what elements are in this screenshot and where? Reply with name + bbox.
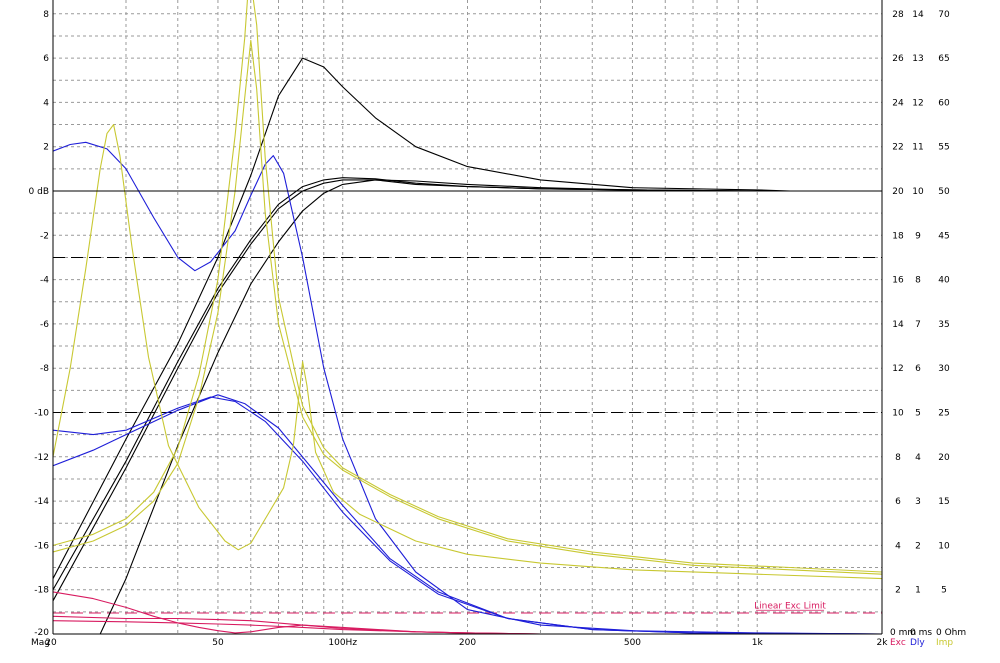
right-tick-label: 6 xyxy=(915,364,921,374)
x-tick-label: 1k xyxy=(752,638,764,648)
x-tick-label: 20 xyxy=(45,638,57,648)
series-line-1 xyxy=(53,57,791,579)
right-tick-label: 4 xyxy=(895,541,901,551)
right-tick-label: 5 xyxy=(915,409,921,419)
right-tick-label: 9 xyxy=(915,231,921,241)
series-line-9 xyxy=(53,39,882,575)
right-tick-label: 18 xyxy=(892,231,904,241)
series-line-7 xyxy=(53,394,882,634)
axes xyxy=(52,0,883,635)
y-tick-label: -10 xyxy=(34,409,49,419)
right-tick-label: 70 xyxy=(938,10,950,20)
right-tick-label: 22 xyxy=(892,143,903,153)
right-tick-label: 3 xyxy=(915,497,921,507)
series-line-4 xyxy=(99,179,790,634)
x-tick-label: 100Hz xyxy=(328,638,357,648)
right-tick-label: 4 xyxy=(915,453,921,463)
right-tick-label: 8 xyxy=(915,276,921,286)
grid xyxy=(53,0,882,634)
right-tick-label: 40 xyxy=(938,276,950,286)
x-tick-label: 200 xyxy=(459,638,476,648)
right-tick-label: 60 xyxy=(938,98,950,108)
right-tick-label: 11 xyxy=(912,143,923,153)
x-tick-label: 2k xyxy=(877,638,889,648)
right-tick-label: 50 xyxy=(938,187,950,197)
right-axis-name: Dly xyxy=(910,638,925,648)
right-tick-label: 12 xyxy=(912,98,923,108)
right-tick-label: 8 xyxy=(895,453,901,463)
right-tick-label: 30 xyxy=(938,364,950,374)
right-tick-label: 0 Ohm xyxy=(936,628,966,638)
right-axis-name: Imp xyxy=(936,638,953,648)
annotations: Linear Exc Limit xyxy=(754,602,826,612)
right-tick-label: 13 xyxy=(912,54,923,64)
right-tick-label: 12 xyxy=(892,364,903,374)
reference-lines xyxy=(53,256,882,614)
right-tick-label: 26 xyxy=(892,54,904,64)
right-tick-label: 10 xyxy=(912,187,924,197)
y-tick-label: 2 xyxy=(43,143,49,153)
right-tick-label: 15 xyxy=(938,497,949,507)
y-tick-label: -20 xyxy=(34,628,49,638)
right-axis-name: Exc xyxy=(890,638,906,648)
y-tick-label: 0 dB xyxy=(29,187,49,197)
y-tick-label: -4 xyxy=(40,276,49,286)
right-tick-label: 0 ms xyxy=(910,628,932,638)
x-axis-label: Mag xyxy=(31,638,50,648)
right-tick-label: 10 xyxy=(892,409,904,419)
series-line-8 xyxy=(53,124,882,580)
right-tick-label: 35 xyxy=(938,320,949,330)
right-tick-label: 14 xyxy=(892,320,904,330)
right-tick-label: 45 xyxy=(938,231,949,241)
series-line-13 xyxy=(53,620,541,634)
y-tick-label: -8 xyxy=(40,364,49,374)
series-lines xyxy=(53,0,882,634)
y-tick-label: -16 xyxy=(34,541,49,551)
series-line-5 xyxy=(53,141,882,634)
y-tick-label: 6 xyxy=(43,54,49,64)
y-tick-label: -14 xyxy=(34,497,49,507)
y-tick-label: -6 xyxy=(40,320,49,330)
right-tick-label: 55 xyxy=(938,143,949,153)
right-tick-label: 16 xyxy=(892,276,904,286)
right-tick-label: 5 xyxy=(941,586,947,596)
right-tick-label: 28 xyxy=(892,10,904,20)
y-tick-label: -18 xyxy=(34,586,49,596)
x-tick-label: 500 xyxy=(624,638,641,648)
right-tick-label: 65 xyxy=(938,54,949,64)
y-tick-label: 4 xyxy=(43,98,49,108)
x-tick-label: 50 xyxy=(212,638,224,648)
right-tick-label: 20 xyxy=(938,453,950,463)
right-tick-label: 14 xyxy=(912,10,924,20)
right-tick-label: 24 xyxy=(892,98,904,108)
right-tick-label: 7 xyxy=(915,320,921,330)
y-tick-label: 8 xyxy=(43,10,49,20)
series-line-2 xyxy=(53,177,790,590)
y-tick-label: -12 xyxy=(34,453,49,463)
series-line-10 xyxy=(53,0,882,573)
annotation-label: Linear Exc Limit xyxy=(754,602,826,612)
right-tick-label: 2 xyxy=(915,541,921,551)
right-tick-label: 6 xyxy=(895,497,901,507)
right-tick-label: 20 xyxy=(892,187,904,197)
y-tick-label: -2 xyxy=(40,231,49,241)
right-tick-label: 25 xyxy=(938,409,949,419)
right-tick-label: 0 mm xyxy=(890,628,916,638)
right-tick-label: 10 xyxy=(938,541,950,551)
right-tick-label: 1 xyxy=(915,586,921,596)
right-tick-label: 2 xyxy=(895,586,901,596)
